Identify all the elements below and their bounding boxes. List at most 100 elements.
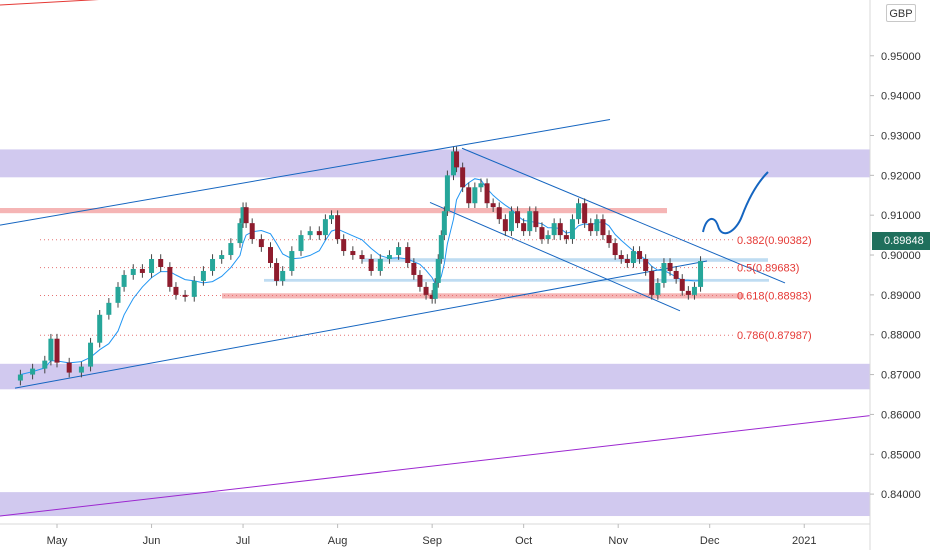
candle-body bbox=[237, 223, 243, 244]
candle-body bbox=[423, 286, 429, 295]
plot-background bbox=[0, 0, 870, 524]
candle-body bbox=[368, 259, 374, 271]
candle-body bbox=[396, 247, 402, 256]
y-tick-label: 0.84000 bbox=[881, 489, 921, 501]
candle-body bbox=[557, 223, 563, 236]
candle-body bbox=[48, 338, 54, 361]
y-tick-label: 0.89000 bbox=[881, 290, 921, 302]
candle-body bbox=[460, 167, 466, 188]
candle-body bbox=[329, 215, 334, 220]
trend-line-red bbox=[0, 0, 100, 6]
support-resistance-zone bbox=[0, 492, 870, 517]
candle-body bbox=[429, 294, 435, 299]
y-tick-label: 0.87000 bbox=[881, 370, 921, 382]
candle-body bbox=[521, 223, 527, 232]
resistance-band bbox=[0, 208, 667, 214]
x-tick-label: Nov bbox=[608, 535, 628, 547]
currency-label[interactable]: GBP bbox=[886, 4, 916, 22]
candle-body bbox=[454, 151, 460, 168]
candle-body bbox=[441, 211, 447, 236]
x-tick-label: Sep bbox=[422, 535, 442, 547]
candle-body bbox=[289, 251, 295, 271]
candle-body bbox=[533, 211, 539, 228]
y-tick-label: 0.95000 bbox=[881, 51, 921, 63]
candle-body bbox=[258, 239, 264, 248]
candle-body bbox=[649, 270, 655, 295]
candle-body bbox=[539, 227, 545, 240]
candle-body bbox=[97, 314, 103, 343]
candle-body bbox=[280, 270, 286, 281]
channel-lower-line bbox=[14, 260, 708, 389]
candle-body bbox=[243, 207, 249, 224]
candle-body bbox=[600, 219, 606, 236]
candle-body bbox=[685, 290, 691, 295]
candle-body bbox=[17, 374, 23, 381]
candle-body bbox=[527, 211, 533, 232]
candle-body bbox=[588, 223, 594, 232]
candle-body bbox=[451, 151, 456, 176]
y-axis: 0.95000 0.94000 0.93000 0.92000 0.91000 0.900… bbox=[869, 0, 921, 550]
candle-body bbox=[249, 223, 255, 240]
candle-body bbox=[219, 255, 225, 260]
candle-body bbox=[655, 282, 661, 295]
candle-body bbox=[490, 203, 496, 208]
level-band bbox=[264, 278, 769, 282]
candle-body bbox=[182, 294, 188, 297]
level-band bbox=[362, 258, 768, 262]
x-tick-label: May bbox=[47, 535, 68, 547]
candle-body bbox=[274, 262, 280, 281]
candle-body bbox=[691, 286, 697, 295]
y-tick-label: 0.90000 bbox=[881, 250, 921, 262]
fib-level-label: 0.382(0.90382) bbox=[737, 235, 812, 247]
candle-body bbox=[637, 251, 643, 260]
zones-layer bbox=[0, 149, 870, 517]
candle-body bbox=[78, 366, 84, 373]
support-resistance-zone bbox=[0, 149, 870, 178]
candle-body bbox=[359, 255, 365, 260]
candles-layer bbox=[17, 146, 704, 386]
trend-line-purple bbox=[0, 415, 871, 517]
candle-body bbox=[228, 243, 234, 256]
candle-body bbox=[307, 231, 313, 236]
candle-body bbox=[618, 255, 624, 260]
candle-body bbox=[698, 261, 704, 287]
candle-body bbox=[673, 270, 679, 279]
levels-layer bbox=[0, 208, 769, 336]
candle-body bbox=[551, 223, 557, 236]
candle-body bbox=[576, 203, 582, 220]
candle-body bbox=[679, 278, 685, 291]
candle-body bbox=[444, 175, 450, 212]
candle-body bbox=[545, 235, 551, 240]
y-tick-label: 0.94000 bbox=[881, 91, 921, 103]
candle-body bbox=[335, 215, 341, 240]
support-band bbox=[222, 293, 744, 299]
candle-body bbox=[624, 259, 630, 263]
candle-body bbox=[478, 183, 484, 188]
last-price-tag: 0.89848 bbox=[872, 232, 930, 250]
candle-body bbox=[411, 262, 417, 275]
candle-body bbox=[435, 259, 441, 283]
candle-body bbox=[386, 255, 392, 260]
y-tick-label: 0.86000 bbox=[881, 409, 921, 421]
candle-body bbox=[173, 286, 179, 295]
candle-body bbox=[66, 362, 72, 373]
candle-body bbox=[643, 259, 649, 271]
candle-body bbox=[569, 219, 575, 240]
y-tick-label: 0.91000 bbox=[881, 210, 921, 222]
x-tick-label: Jul bbox=[236, 535, 250, 547]
x-tick-label: Jun bbox=[143, 535, 161, 547]
candle-body bbox=[496, 207, 502, 220]
y-tick-label: 0.88000 bbox=[881, 330, 921, 342]
falling-channel-lower bbox=[429, 201, 681, 312]
candle-body bbox=[322, 219, 328, 236]
candle-body bbox=[121, 274, 127, 287]
candle-body bbox=[417, 274, 423, 287]
x-tick-label: Aug bbox=[328, 535, 348, 547]
candle-body bbox=[200, 270, 206, 281]
projection-path bbox=[702, 171, 769, 235]
y-tick-label: 0.93000 bbox=[881, 130, 921, 142]
candle-body bbox=[438, 235, 444, 260]
candle-body bbox=[502, 219, 508, 232]
fib-level-label: 0.786(0.87987) bbox=[737, 330, 812, 342]
